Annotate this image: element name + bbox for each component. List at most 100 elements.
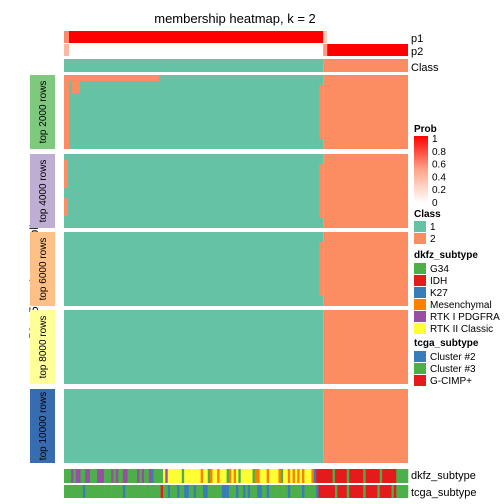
- dkfz-cell: [113, 469, 117, 483]
- tcga-cell: [283, 485, 286, 498]
- dkfz-cell: [120, 469, 124, 483]
- tcga-cell: [330, 485, 333, 498]
- dkfz-cell: [177, 469, 180, 483]
- tcga-cell: [82, 485, 86, 498]
- tcga-cell: [379, 485, 383, 498]
- row-group: top 10000 rows: [30, 389, 408, 463]
- tcga-cell: [78, 485, 81, 498]
- tcga-legend-swatch: [414, 375, 426, 386]
- dkfz-cell: [104, 469, 107, 483]
- tcga-cell: [349, 485, 352, 498]
- dkfz-cell: [179, 469, 183, 483]
- class-legend-swatch: [414, 221, 426, 232]
- dkfz-cell: [125, 469, 128, 483]
- tcga-cell: [198, 485, 201, 498]
- dkfz-cell: [160, 469, 164, 483]
- dkfz-cell: [386, 469, 390, 483]
- tcga-cell: [125, 485, 128, 498]
- row-group: top 2000 rows: [30, 75, 408, 149]
- top-annotation: [64, 31, 408, 72]
- dkfz-cell: [292, 469, 296, 483]
- tcga-cell: [358, 485, 362, 498]
- tcga-cell: [271, 485, 274, 498]
- p1-edge-cell: [64, 31, 69, 43]
- dkfz-cell: [96, 469, 100, 483]
- dkfz-cell: [198, 469, 201, 483]
- dkfz-cell: [207, 469, 211, 483]
- tcga-cell: [360, 485, 364, 498]
- tcga-cell: [160, 485, 164, 498]
- p1-label: p1: [411, 33, 423, 45]
- tcga-cell: [96, 485, 100, 498]
- tcga-cell: [382, 485, 385, 498]
- tcga-cell: [85, 485, 88, 498]
- dkfz-cell: [122, 469, 126, 483]
- tcga-cell: [210, 485, 213, 498]
- dkfz-legend-swatch: [414, 299, 426, 310]
- dkfz-cell: [203, 469, 206, 483]
- dkfz-cell: [257, 469, 260, 483]
- dkfz-cell: [73, 469, 77, 483]
- prob-tick-label: 0: [432, 198, 438, 209]
- row-group-label: top 10000 rows: [38, 392, 49, 460]
- tcga-cell: [332, 485, 336, 498]
- dkfz-cell: [127, 469, 131, 483]
- tcga-cell: [365, 485, 369, 498]
- row-group-label-box: [30, 154, 55, 228]
- dkfz-legend-label: RTK II Classic: [430, 324, 493, 335]
- tcga-cell: [252, 485, 256, 498]
- tcga-cell: [398, 485, 402, 498]
- dkfz-cell: [134, 469, 138, 483]
- tcga-cell: [177, 485, 180, 498]
- tcga-cell: [396, 485, 399, 498]
- prob-tick-label: 0.2: [432, 185, 446, 196]
- cluster2-block: [323, 310, 408, 384]
- row-group: top 6000 rows: [30, 232, 408, 306]
- tcga-cell: [356, 485, 359, 498]
- dkfz-cell: [212, 469, 216, 483]
- tcga-cell: [367, 485, 371, 498]
- dkfz-cell: [283, 469, 286, 483]
- tcga-cell: [80, 485, 84, 498]
- dkfz-cell: [94, 469, 98, 483]
- dkfz-cell: [139, 469, 143, 483]
- tcga-cell: [191, 485, 194, 498]
- tcga-cell: [94, 485, 98, 498]
- dkfz-cell: [276, 469, 279, 483]
- tcga-cell: [155, 485, 159, 498]
- dkfz-cell: [118, 469, 121, 483]
- cluster1-block: [64, 389, 324, 463]
- tcga-cell: [276, 485, 279, 498]
- tcga-cell: [233, 485, 237, 498]
- dkfz-cell: [273, 469, 277, 483]
- tcga-cell: [351, 485, 355, 498]
- prob-tick-label: 0.4: [432, 172, 446, 183]
- row-group-label: top 6000 rows: [38, 238, 49, 301]
- dkfz-cell: [167, 469, 171, 483]
- tcga-cell: [339, 485, 343, 498]
- tcga-legend-label: G-CIMP+: [430, 376, 472, 387]
- tcga-cell: [144, 485, 147, 498]
- tcga-cell: [66, 485, 70, 498]
- tcga-legend-label: Cluster #3: [430, 364, 476, 375]
- dkfz-cell: [186, 469, 190, 483]
- tcga-legend-swatch: [414, 363, 426, 374]
- class-legend-swatch: [414, 233, 426, 244]
- dkfz-cell: [334, 469, 338, 483]
- tcga-cell: [273, 485, 277, 498]
- tcga-cell: [221, 485, 225, 498]
- dkfz-cell: [228, 469, 232, 483]
- dkfz-cell: [363, 469, 366, 483]
- dkfz-cell: [224, 469, 227, 483]
- class-cluster1-band: [64, 59, 324, 72]
- dkfz-cell: [158, 469, 161, 483]
- tcga-cell: [165, 485, 168, 498]
- dkfz-cell: [153, 469, 157, 483]
- dkfz-cell: [360, 469, 364, 483]
- dkfz-cell: [214, 469, 218, 483]
- tcga-cell: [181, 485, 185, 498]
- dkfz-cell: [356, 469, 359, 483]
- tcga-cell: [268, 485, 272, 498]
- dkfz-legend-label: G34: [430, 264, 449, 275]
